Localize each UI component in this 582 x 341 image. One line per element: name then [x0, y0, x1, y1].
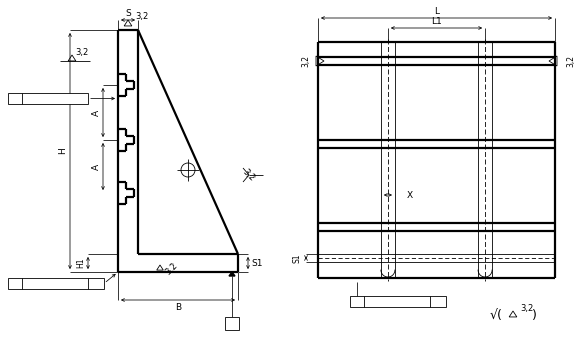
- Bar: [350, 296, 446, 307]
- Text: S: S: [125, 9, 131, 17]
- Text: A: A: [229, 319, 235, 328]
- Text: 3,2: 3,2: [76, 47, 88, 57]
- Text: 0,02/100: 0,02/100: [377, 297, 417, 306]
- Text: S1: S1: [251, 258, 262, 267]
- Text: ⊥: ⊥: [11, 279, 19, 288]
- Text: L1: L1: [431, 16, 442, 26]
- Text: 3,2: 3,2: [240, 167, 256, 183]
- Text: L: L: [434, 6, 439, 15]
- Text: B: B: [175, 303, 181, 312]
- Text: X: X: [407, 191, 413, 199]
- Polygon shape: [229, 272, 235, 276]
- Text: √(: √(: [490, 310, 503, 323]
- Text: 0,02/100: 0,02/100: [35, 94, 75, 103]
- Text: A: A: [93, 279, 99, 288]
- Text: 3,2: 3,2: [301, 55, 311, 67]
- Text: A: A: [435, 297, 441, 306]
- Bar: [225, 317, 239, 330]
- Text: □: □: [10, 94, 19, 103]
- Text: 3,2: 3,2: [164, 261, 180, 277]
- Text: A: A: [91, 163, 101, 169]
- Bar: [8, 278, 104, 289]
- Bar: [8, 93, 88, 104]
- Text: 3,2: 3,2: [566, 55, 576, 67]
- Text: S1: S1: [293, 253, 301, 263]
- Text: //: //: [354, 297, 360, 306]
- Text: H1: H1: [76, 258, 86, 268]
- Text: 3,2: 3,2: [136, 12, 148, 20]
- Text: 0,03/100: 0,03/100: [35, 279, 75, 288]
- Text: H: H: [59, 148, 68, 154]
- Text: A: A: [91, 109, 101, 116]
- Text: ): ): [532, 310, 537, 323]
- Text: 3,2: 3,2: [520, 303, 533, 312]
